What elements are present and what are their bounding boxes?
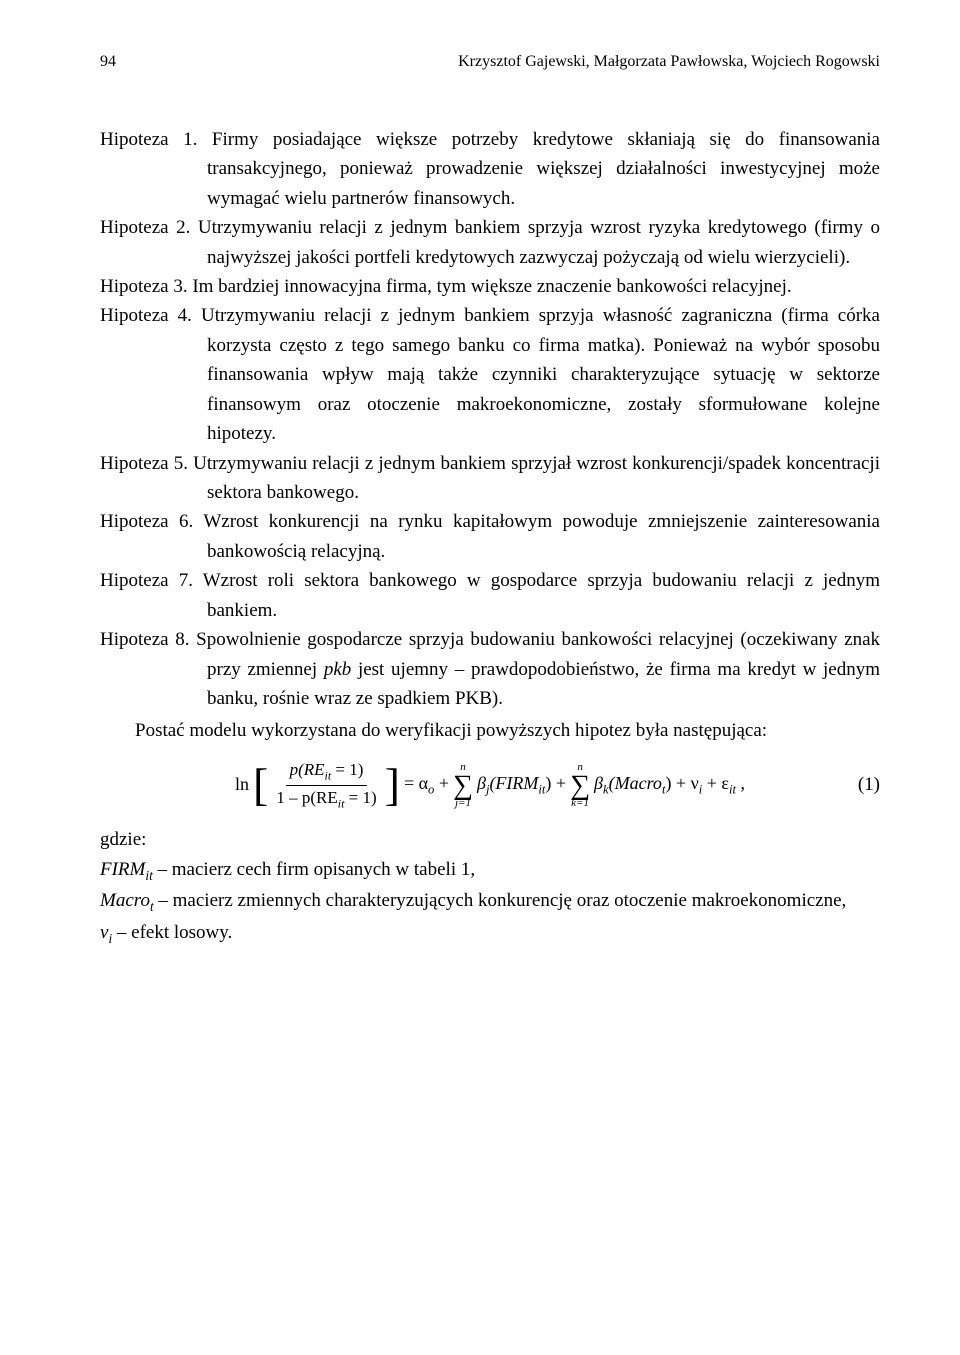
where-subscript: it (145, 868, 152, 883)
ln-symbol: ln (235, 771, 249, 799)
fraction-numerator: p(REit = 1) (286, 760, 368, 786)
authors: Krzysztof Gajewski, Małgorzata Pawłowska… (458, 50, 880, 75)
hypothesis-text: Firmy posiadające większe potrzeby kredy… (207, 129, 880, 209)
hypothesis-label: Hipoteza 5. (100, 453, 193, 474)
hypothesis-item: Hipoteza 8. Spowolnienie gospodarcze spr… (100, 625, 880, 713)
where-text: – efekt losowy. (112, 922, 232, 943)
hypothesis-text: Utrzymywaniu relacji z jednym bankiem sp… (193, 453, 880, 503)
hypothesis-text: Spowolnienie gospodarcze sprzyja budowan… (196, 629, 880, 709)
hypothesis-item: Hipoteza 4. Utrzymywaniu relacji z jedny… (100, 301, 880, 448)
hypothesis-text: Im bardziej innowacyjna firma, tym więks… (192, 276, 791, 297)
hypothesis-label: Hipoteza 3. (100, 276, 192, 297)
page-header: 94 Krzysztof Gajewski, Małgorzata Pawłow… (100, 50, 880, 75)
beta-k-macro-tail: βk(Macrot) + νi + εit , (594, 770, 745, 800)
model-intro-paragraph: Postać modelu wykorzystana do weryfikacj… (100, 716, 880, 745)
hypothesis-label: Hipoteza 7. (100, 570, 203, 591)
where-item: νi – efekt losowy. (100, 918, 880, 949)
fraction: p(REit = 1) 1 – p(REit = 1) (272, 760, 380, 810)
hypothesis-item: Hipoteza 7. Wzrost roli sektora bankoweg… (100, 566, 880, 625)
where-block: gdzie: FIRMit – macierz cech firm opisan… (100, 825, 880, 949)
hypothesis-label: Hipoteza 4. (100, 305, 201, 326)
where-item: Macrot – macierz zmiennych charakteryzuj… (100, 886, 880, 917)
where-items: FIRMit – macierz cech firm opisanych w t… (100, 855, 880, 949)
formula-row: ln [ p(REit = 1) 1 – p(REit = 1) ] = αo … (100, 760, 880, 810)
equals-alpha: = αo + (404, 770, 449, 800)
hypothesis-label: Hipoteza 6. (100, 511, 203, 532)
where-symbol: FIRM (100, 859, 145, 880)
hypothesis-item: Hipoteza 3. Im bardziej innowacyjna firm… (100, 272, 880, 301)
where-text: – macierz cech firm opisanych w tabeli 1… (153, 859, 475, 880)
where-label: gdzie: (100, 825, 880, 854)
sum-j: n ∑ j=1 (453, 762, 473, 809)
sum-k: n ∑ k=1 (570, 762, 590, 809)
page-number: 94 (100, 50, 116, 75)
hypothesis-label: Hipoteza 1. (100, 129, 212, 150)
hypothesis-item: Hipoteza 2. Utrzymywaniu relacji z jedny… (100, 213, 880, 272)
hypothesis-text: Utrzymywaniu relacji z jednym bankiem sp… (198, 217, 880, 267)
hypothesis-text: Wzrost konkurencji na rynku kapitałowym … (203, 511, 880, 561)
hypothesis-text: Utrzymywaniu relacji z jednym bankiem sp… (201, 305, 880, 444)
hypothesis-label: Hipoteza 2. (100, 217, 198, 238)
where-symbol: Macro (100, 890, 150, 911)
hypothesis-item: Hipoteza 5. Utrzymywaniu relacji z jedny… (100, 449, 880, 508)
bracket-left: [ (253, 767, 268, 804)
hypothesis-item: Hipoteza 1. Firmy posiadające większe po… (100, 125, 880, 213)
where-item: FIRMit – macierz cech firm opisanych w t… (100, 855, 880, 886)
formula-number: (1) (858, 770, 880, 799)
beta-j-firm: βj(FIRMit) + (477, 770, 566, 800)
where-text: – macierz zmiennych charakteryzujących k… (154, 890, 847, 911)
bracket-right: ] (385, 767, 400, 804)
fraction-denominator: 1 – p(REit = 1) (272, 786, 380, 811)
hypothesis-text: Wzrost roli sektora bankowego w gospodar… (203, 570, 880, 620)
formula: ln [ p(REit = 1) 1 – p(REit = 1) ] = αo … (235, 760, 745, 810)
hypothesis-label: Hipoteza 8. (100, 629, 196, 650)
hypothesis-item: Hipoteza 6. Wzrost konkurencji na rynku … (100, 507, 880, 566)
hypotheses-list: Hipoteza 1. Firmy posiadające większe po… (100, 125, 880, 714)
